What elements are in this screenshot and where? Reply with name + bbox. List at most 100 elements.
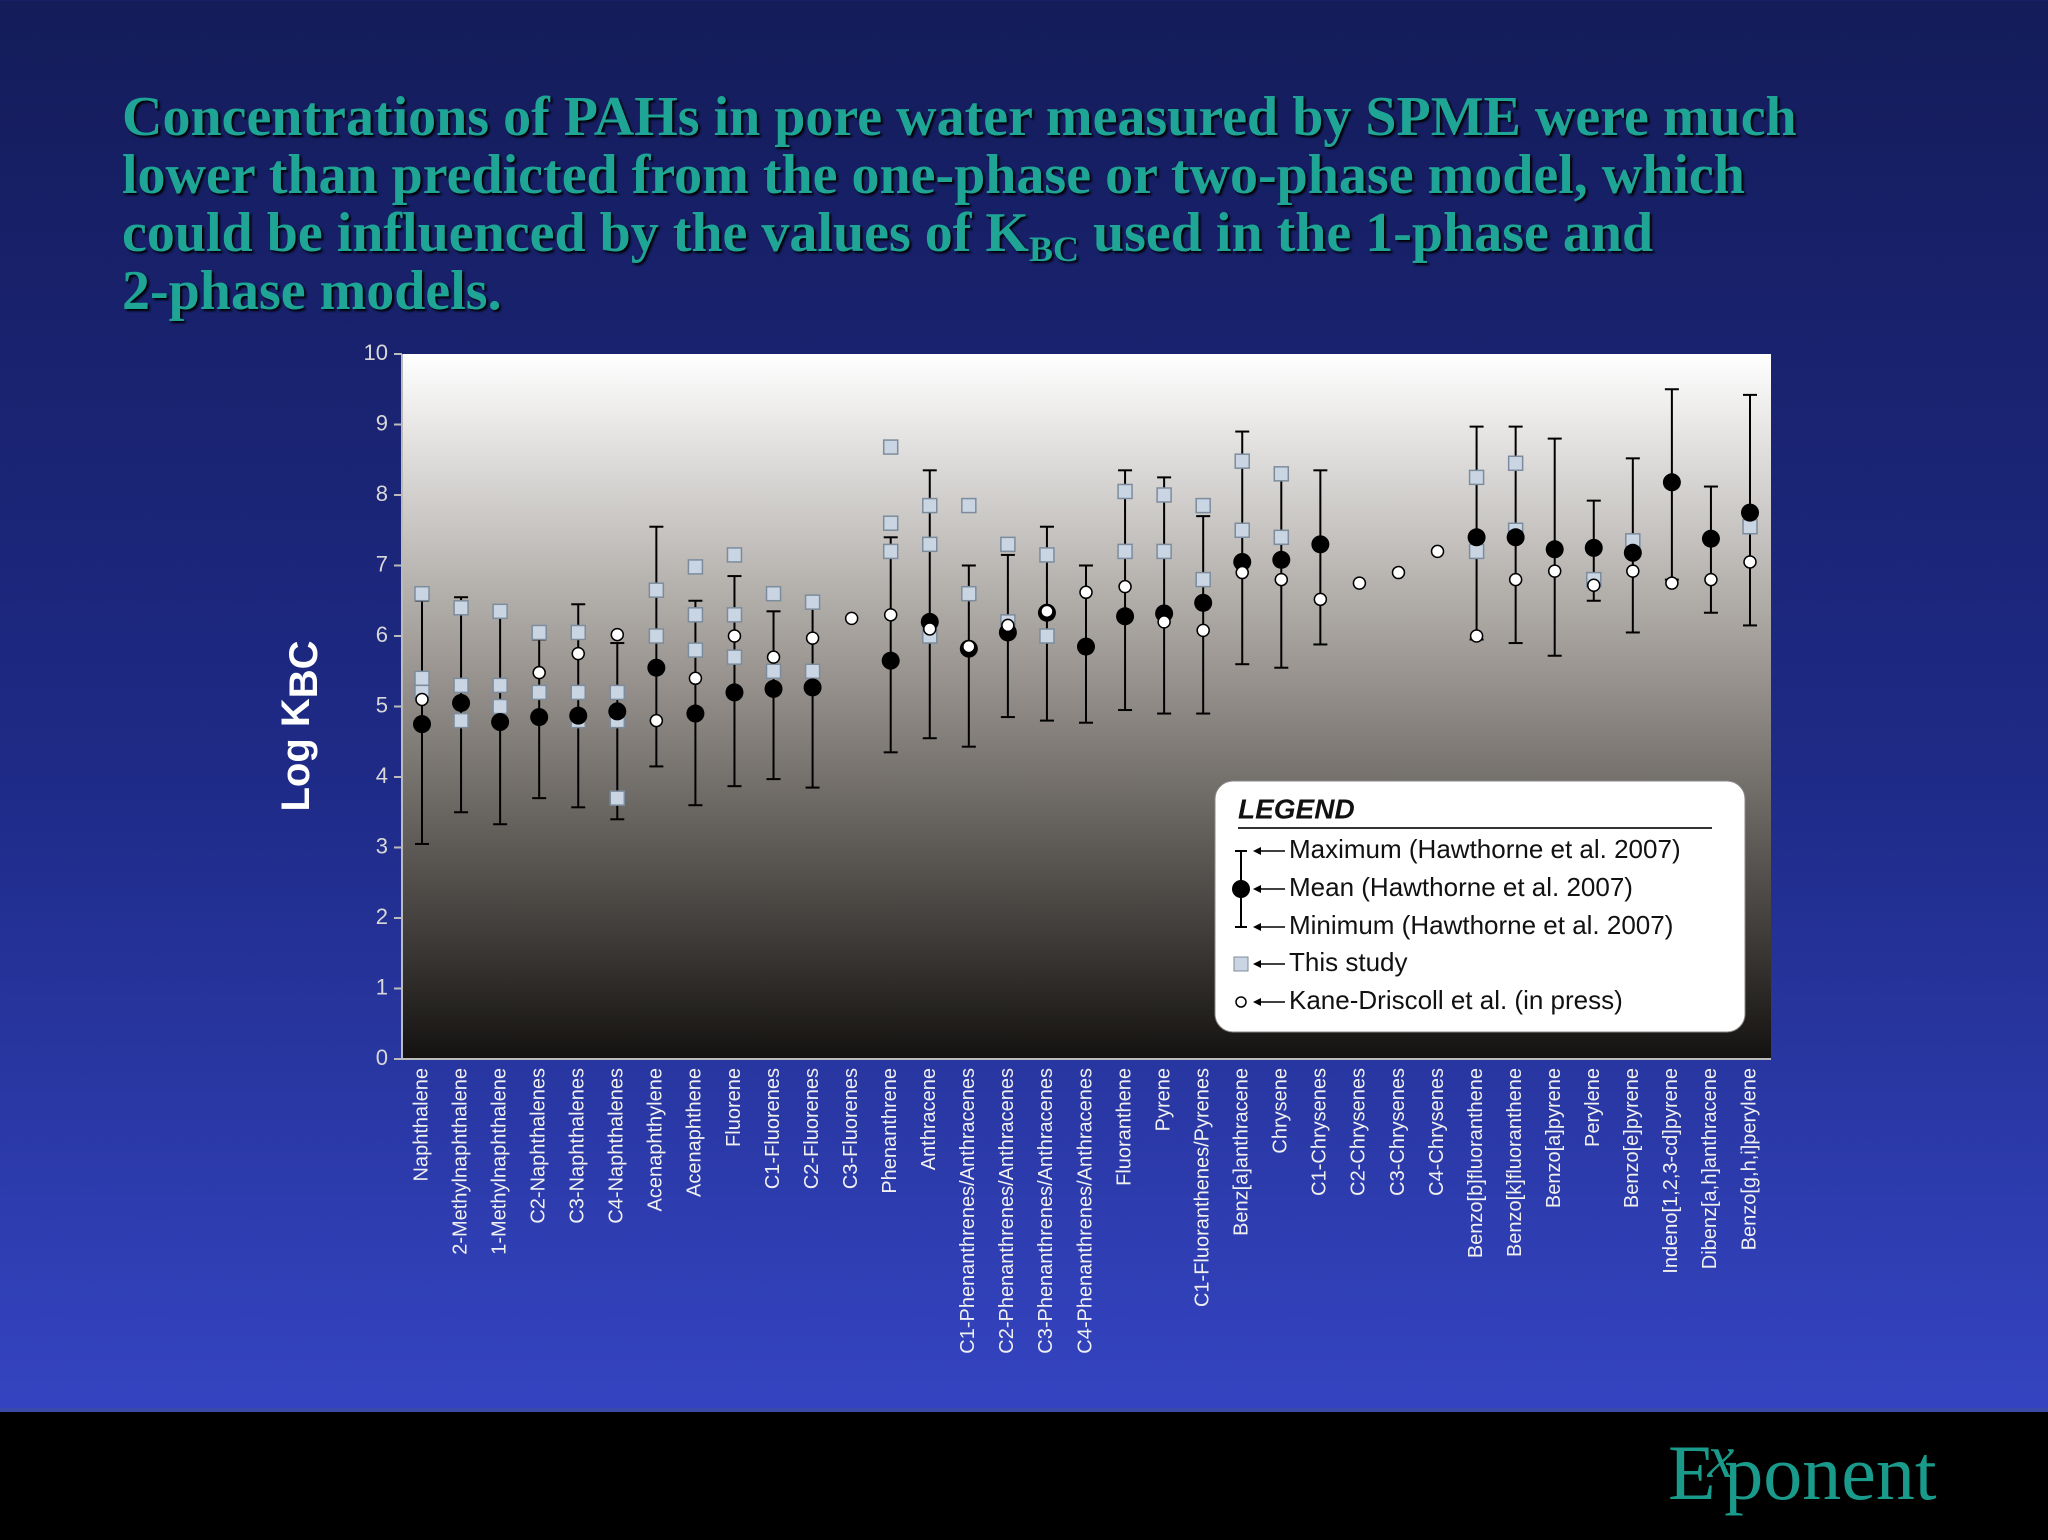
study-square	[492, 677, 508, 694]
mean-dot	[1741, 503, 1759, 522]
y-tick-label: 0	[376, 1045, 388, 1070]
kd-circle	[610, 627, 625, 642]
mean-dot	[803, 678, 822, 697]
y-tick-label: 9	[376, 410, 388, 435]
kd-circle	[532, 665, 546, 680]
study-square	[1742, 518, 1758, 535]
study-square	[1468, 469, 1485, 486]
logo-text: ponent	[1724, 1429, 1937, 1516]
legend-label: Maximum (Hawthorne et al. 2007)	[1289, 834, 1681, 864]
kd-circle	[1508, 572, 1523, 587]
legend-box	[1214, 780, 1746, 1033]
mean-dot	[1701, 529, 1720, 548]
x-tick-label: C3-Naphthalenes	[567, 1068, 589, 1224]
kd-circle	[1587, 578, 1601, 592]
x-tick-label: Acenaphthylene	[645, 1068, 667, 1211]
study-square	[414, 585, 430, 602]
kd-circle	[1079, 585, 1093, 600]
study-square	[492, 698, 508, 715]
legend-arrowhead	[1253, 923, 1261, 931]
x-tick-label: Anthracene	[918, 1068, 940, 1170]
x-tick-label: Perylene	[1582, 1068, 1604, 1147]
kd-circle	[1626, 564, 1640, 578]
kd-circle	[805, 631, 820, 645]
x-tick-label: C2-Naphthalenes	[527, 1068, 549, 1224]
study-square	[765, 663, 782, 679]
study-square	[1039, 628, 1055, 644]
x-tick-label: C4-Phenanthrenes/Anthracenes	[1074, 1068, 1096, 1354]
x-tick-label: Benzo[k]fluoranthene	[1504, 1068, 1526, 1257]
x-tick-label: 1-Methylnaphthalene	[488, 1068, 510, 1255]
x-tick-label: Fluoranthene	[1113, 1068, 1135, 1186]
x-tick-label: Indeno[1,2,3-cd]pyrene	[1660, 1068, 1682, 1274]
kd-circle	[1665, 576, 1679, 590]
study-square	[726, 547, 743, 563]
x-tick-label: C3-Phenanthrenes/Anthracenes	[1035, 1068, 1057, 1354]
study-square	[804, 663, 821, 679]
study-square	[1273, 529, 1290, 546]
legend-label: Mean (Hawthorne et al. 2007)	[1289, 872, 1633, 902]
mean-dot	[1233, 552, 1252, 571]
kd-circle	[1704, 572, 1718, 587]
y-tick-label: 2	[376, 904, 388, 929]
x-tick-label: Chrysene	[1270, 1068, 1292, 1154]
kd-circle	[962, 639, 976, 654]
y-tick-label: 5	[376, 692, 388, 717]
mean-dot	[569, 706, 588, 725]
study-square	[609, 684, 626, 701]
study-square	[687, 642, 704, 658]
legend-arrowhead	[1253, 847, 1261, 855]
title-line: Concentrations of PAHs in pore water mea…	[122, 86, 1797, 148]
title-line: used in the 1-phase and	[1078, 202, 1654, 264]
x-tick-label: Benzo[e]pyrene	[1621, 1068, 1643, 1208]
study-square	[1156, 543, 1172, 560]
logo-superscript: x	[1707, 1424, 1735, 1490]
x-tick-label: Phenanthrene	[879, 1068, 901, 1194]
mean-dot	[1116, 607, 1135, 626]
mean-dot	[452, 693, 471, 712]
study-square	[1468, 543, 1485, 560]
kd-circle	[415, 692, 429, 707]
study-square	[1507, 455, 1524, 472]
legend-dot	[1232, 880, 1250, 898]
x-tick-label: C1-Phenanthrenes/Anthracenes	[957, 1068, 979, 1354]
y-axis-label-subscript: BC	[282, 640, 326, 698]
kd-circle	[1469, 629, 1484, 643]
study-square	[531, 684, 547, 701]
study-square	[961, 585, 977, 602]
study-square	[922, 536, 938, 553]
title-line: 2-phase models.	[122, 260, 502, 322]
kd-circle	[1274, 572, 1289, 587]
legend-label: Minimum (Hawthorne et al. 2007)	[1289, 910, 1673, 940]
y-axis-label-text: Log K	[274, 698, 318, 811]
kd-circle	[649, 713, 664, 728]
x-tick-label: C4-Chrysenes	[1426, 1068, 1448, 1196]
y-tick-label: 4	[376, 763, 388, 788]
x-tick-label: C1-Chrysenes	[1309, 1068, 1331, 1196]
y-tick-label: 3	[376, 833, 388, 858]
kd-circle	[1313, 592, 1328, 607]
kd-circle	[766, 650, 781, 664]
study-square	[961, 497, 977, 514]
logo: Exponent	[1668, 1427, 1937, 1518]
study-square	[453, 677, 469, 694]
mean-dot	[686, 704, 705, 723]
y-tick-label: 8	[376, 481, 388, 506]
y-tick-label: 7	[376, 551, 388, 576]
kd-circle	[571, 646, 585, 661]
study-square	[492, 603, 508, 620]
x-tick-label: Naphthalene	[410, 1068, 432, 1181]
study-square	[1195, 497, 1211, 514]
logo-text: E	[1668, 1429, 1716, 1516]
legend-label: Kane-Driscoll et al. (in press)	[1289, 985, 1623, 1015]
title-subscript: BC	[1028, 229, 1079, 269]
legend-title: LEGEND	[1238, 793, 1355, 824]
study-square	[1000, 536, 1016, 553]
kd-circle	[1196, 623, 1210, 638]
legend-square	[1233, 956, 1249, 972]
x-tick-label: C1-Fluoranthenes/Pyrenes	[1191, 1068, 1213, 1307]
x-tick-label: C3-Fluorenes	[840, 1068, 862, 1189]
x-tick-label: C2-Fluorenes	[801, 1068, 823, 1189]
x-tick-label: C1-Fluorenes	[762, 1068, 784, 1189]
